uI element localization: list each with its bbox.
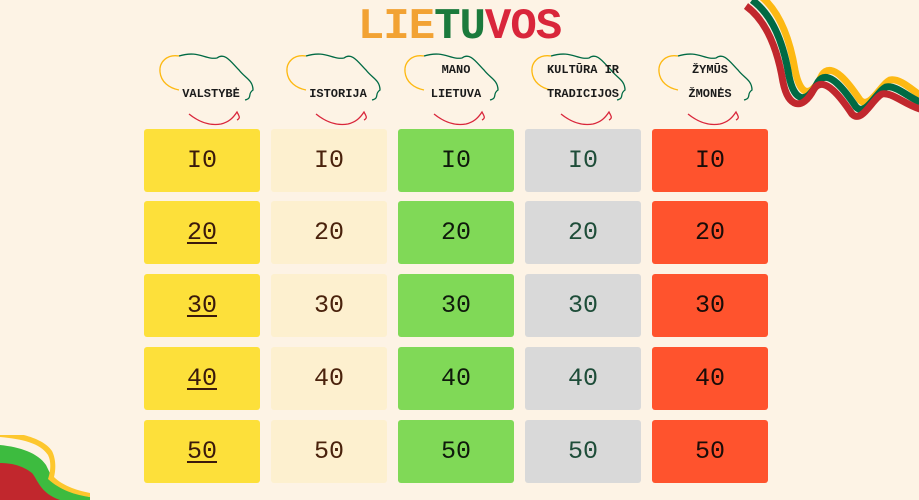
point-value: 40 [440,364,471,393]
category-label-line: VALSTYBĖ [182,87,240,101]
question-tile-2-1[interactable]: 20 [398,201,514,264]
title-letter: I [383,2,409,52]
category-label-line: MANO [441,63,471,77]
category-label: MANO LIETUVA [394,58,518,106]
category-header-4: ŽYMŪS ŽMONĖS [648,48,772,134]
point-value: 50 [440,437,471,466]
point-value: 20 [567,218,598,247]
category-label-line: ŽYMŪS [691,63,728,77]
title-letter: V [484,2,511,52]
question-tile-1-1[interactable]: 20 [271,201,387,264]
point-value: I0 [186,146,217,175]
question-tile-1-3[interactable]: 40 [271,347,387,410]
question-tile-4-1[interactable]: 20 [652,201,768,264]
lithuania-outline-icon [286,53,381,126]
point-value: 30 [567,291,598,320]
category-header-2: MANO LIETUVA [394,48,518,134]
point-value: 30 [313,291,344,320]
point-value: 20 [313,218,344,247]
point-value: 40 [567,364,598,393]
question-tile-4-0[interactable]: I0 [652,129,768,192]
question-tile-3-1[interactable]: 20 [525,201,641,264]
point-value: 20 [694,218,725,247]
flag-ribbon-top-right [743,0,919,120]
category-header-0: VALSTYBĖ [149,48,273,134]
question-tile-1-4[interactable]: 50 [271,420,387,483]
question-tile-3-2[interactable]: 30 [525,274,641,337]
point-value: 30 [186,291,217,320]
point-value: 50 [567,437,598,466]
lithuania-outline-icon [658,53,753,126]
point-value: I0 [694,146,725,175]
question-tile-2-3[interactable]: 40 [398,347,514,410]
point-value: 40 [694,364,725,393]
question-tile-0-4[interactable]: 50 [144,420,260,483]
category-label: KULTŪRA IR TRADICIJOS [521,58,645,106]
question-tile-0-2[interactable]: 30 [144,274,260,337]
title-letter: U [459,2,486,52]
category-label-line: LIETUVA [430,87,482,101]
point-value: 40 [313,364,344,393]
question-tile-0-0[interactable]: I0 [144,129,260,192]
category-label-line: ŽMONĖS [688,87,732,101]
point-value: 30 [440,291,471,320]
question-tile-3-4[interactable]: 50 [525,420,641,483]
point-value: I0 [440,146,471,175]
point-value: 50 [313,437,344,466]
category-label: ŽYMŪS ŽMONĖS [648,58,772,106]
question-tile-1-2[interactable]: 30 [271,274,387,337]
category-label-line: ISTORIJA [309,87,367,101]
point-value: 30 [694,291,725,320]
category-label: ISTORIJA [276,82,400,106]
question-tile-3-0[interactable]: I0 [525,129,641,192]
point-value: 50 [186,437,217,466]
title-letter: L [357,2,384,52]
lithuania-outline-icon [404,53,499,126]
title-letter: E [408,2,435,52]
flag-ribbon-bottom-left [0,435,90,500]
question-tile-4-4[interactable]: 50 [652,420,768,483]
point-value: I0 [567,146,598,175]
category-header-1: ISTORIJA [276,48,400,134]
point-value: 50 [694,437,725,466]
question-tile-0-3[interactable]: 40 [144,347,260,410]
point-value: 20 [186,218,217,247]
question-tile-0-1[interactable]: 20 [144,201,260,264]
question-tile-2-4[interactable]: 50 [398,420,514,483]
lithuania-outline-icon [531,53,626,126]
question-tile-2-0[interactable]: I0 [398,129,514,192]
category-label-line: KULTŪRA IR [546,63,619,77]
question-tile-4-2[interactable]: 30 [652,274,768,337]
point-value: I0 [313,146,344,175]
category-label-line: TRADICIJOS [546,87,619,101]
question-tile-4-3[interactable]: 40 [652,347,768,410]
point-value: 40 [186,364,217,393]
title-letter: S [535,2,562,52]
category-header-3: KULTŪRA IR TRADICIJOS [521,48,645,134]
page-title: LIETUVOS [0,2,919,52]
title-letter: O [510,2,536,52]
point-value: 20 [440,218,471,247]
title-letter: T [434,2,460,52]
lithuania-outline-icon [159,53,254,126]
question-tile-1-0[interactable]: I0 [271,129,387,192]
category-label: VALSTYBĖ [149,82,273,106]
question-tile-3-3[interactable]: 40 [525,347,641,410]
question-tile-2-2[interactable]: 30 [398,274,514,337]
